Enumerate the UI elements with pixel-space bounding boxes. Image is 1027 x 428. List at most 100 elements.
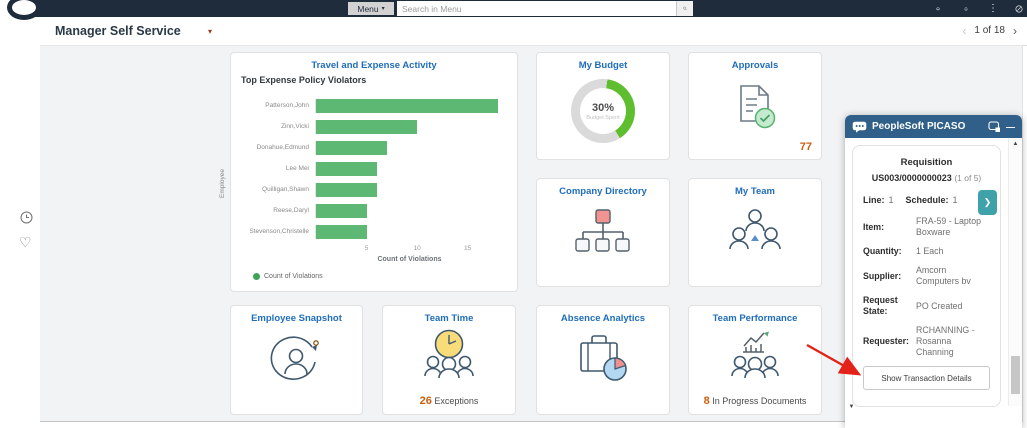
chart-bar[interactable] (316, 203, 367, 218)
page-header: Manager Self Service ▾ ‹ 1 of 18 › (40, 17, 1027, 46)
tile-title: Approvals (731, 60, 779, 71)
tile-my-budget[interactable]: My Budget 30% Budget Spent (536, 52, 670, 160)
chart-bar[interactable] (316, 224, 367, 239)
chart-bar[interactable] (316, 140, 387, 155)
tile-my-team[interactable]: My Team (688, 178, 822, 287)
chart-category-label: Reese,Daryl (273, 207, 309, 214)
tile-employee-snapshot[interactable]: Employee Snapshot (230, 305, 363, 415)
chart-x-tick: 15 (463, 245, 472, 252)
pagination-next-icon[interactable]: › (1013, 23, 1017, 38)
chart-bar-row: Zinn,Vicki (241, 116, 503, 137)
scroll-up-icon[interactable]: ▲ (1009, 141, 1022, 147)
schedule-label: Schedule: (905, 195, 949, 205)
chart-title: Top Expense Policy Violators (241, 75, 367, 85)
tile-title: Team Time (424, 313, 474, 324)
top-navbar: Menu ▾ ⋮ (33, 0, 1027, 17)
field-label: Quantity: (863, 246, 902, 256)
tile-approvals[interactable]: Approvals 77 (688, 52, 822, 160)
chart-plot-area: Patterson,John Zinn,Vicki Donahue,Edmund Le… (241, 95, 503, 242)
chart-bar-row: Donahue,Edmund (241, 137, 503, 158)
notifications-bell-icon[interactable] (958, 1, 974, 16)
menu-button[interactable]: Menu ▾ (348, 2, 394, 15)
tile-title: Company Directory (559, 186, 647, 197)
navbar-compass-icon[interactable] (1009, 1, 1027, 16)
next-requisition-chevron-button[interactable]: ❯ (978, 190, 997, 215)
pagination-prev-icon[interactable]: ‹ (962, 23, 967, 38)
home-icon[interactable] (930, 1, 946, 16)
line-label: Line: (863, 195, 885, 205)
chart-category-label: Donahue,Edmund (256, 144, 309, 151)
line-value: 1 (888, 195, 894, 205)
tile-team-performance[interactable]: Team Performance 8 In Progress Document (688, 305, 822, 415)
picaso-title: PeopleSoft PICASO (872, 121, 966, 132)
document-id-line: US003/0000000023 (1 of 5) (853, 173, 1000, 183)
chart-x-tick: 10 (413, 245, 421, 252)
kebab-glyph: ⋮ (988, 3, 998, 14)
heart-glyph: ♡ (19, 234, 32, 250)
team-time-clock-icon (383, 328, 515, 384)
menu-label: Menu (357, 3, 379, 14)
field-label: Supplier: (863, 270, 902, 281)
field-value: RCHANNING - Rosanna Channing (916, 325, 975, 357)
chart-x-axis-label: Count of Violations (377, 256, 442, 263)
field-value: FRA-59 - Laptop Boxware (916, 216, 982, 237)
more-actions-kebab-icon[interactable]: ⋮ (985, 1, 1001, 16)
field-label: Request State: (863, 295, 898, 316)
minimize-icon[interactable]: — (1006, 122, 1015, 132)
employee-snapshot-icon (231, 334, 362, 390)
field-label: Item: (863, 221, 885, 232)
browser-logo-fragment (7, 0, 41, 20)
show-transaction-details-button[interactable]: Show Transaction Details (863, 366, 990, 390)
scroll-down-icon[interactable]: ▼ (845, 404, 858, 410)
field-value: Amcorn Computers bv (916, 265, 971, 286)
team-time-status: 26 Exceptions (383, 395, 515, 407)
minimize-glyph: — (1006, 121, 1015, 132)
chart-bar[interactable] (316, 119, 418, 134)
chart-bar[interactable] (316, 161, 377, 176)
team-performance-icon (689, 330, 821, 384)
line-schedule-row: Line: 1 Schedule: 1 (863, 195, 966, 205)
tile-title: Employee Snapshot (251, 313, 342, 324)
chart-bar[interactable] (316, 98, 498, 113)
open-in-window-icon[interactable] (988, 120, 1001, 133)
chart-bar-row: Stevenson,Christelle (241, 221, 503, 242)
requisition-id: US003/0000000023 (871, 173, 952, 183)
tile-absence-analytics[interactable]: Absence Analytics (536, 305, 670, 415)
picaso-scrollbar[interactable]: ▲ (1008, 138, 1022, 406)
budget-percent: 30% (591, 101, 615, 114)
exceptions-count: 26 (419, 395, 432, 407)
search-input[interactable] (397, 1, 676, 16)
tile-title: Travel and Expense Activity (311, 60, 437, 71)
tile-title: My Budget (578, 60, 628, 71)
chart-bar-row: Reese,Daryl (241, 200, 503, 221)
approvals-count-badge: 77 (799, 141, 812, 153)
favorites-heart-icon[interactable]: ♡ (13, 233, 38, 252)
search-bar (397, 1, 693, 16)
tile-travel-and-expense-activity[interactable]: Travel and Expense Activity Top Expense … (219, 52, 518, 292)
absence-analytics-icon (537, 334, 669, 384)
donut-center: 30% Budget Spent (580, 88, 626, 134)
tile-company-directory[interactable]: Company Directory (536, 178, 670, 287)
legend-label: Count of Violations (264, 273, 323, 280)
chart-category-label: Lee Mei (285, 165, 309, 172)
document-type: Requisition (900, 157, 953, 168)
budget-caption: Budget Spent (586, 114, 620, 121)
picaso-conversation-area: Requisition US003/0000000023 (1 of 5) Li… (845, 138, 1009, 428)
chart-bar[interactable] (316, 182, 377, 197)
tile-team-time[interactable]: Team Time 26 Exceptions (382, 305, 516, 415)
chart-bar-row: Lee Mei (241, 158, 503, 179)
chat-bubble-icon (852, 121, 867, 133)
chart-x-axis-ticks: 5 10 15 (316, 245, 503, 254)
exceptions-label: Exceptions (434, 396, 479, 406)
recent-history-clock-icon[interactable] (14, 210, 39, 225)
in-progress-label: In Progress Documents (712, 396, 807, 406)
chart-y-axis-label: Employee (218, 169, 226, 198)
scrollbar-thumb[interactable] (1011, 356, 1020, 394)
chevron-right-icon: ❯ (983, 197, 992, 207)
search-button[interactable] (676, 1, 693, 16)
legend-swatch (253, 273, 260, 280)
tile-title: Team Performance (712, 313, 798, 324)
picaso-header: PeopleSoft PICASO — (845, 115, 1022, 138)
chart-category-label: Zinn,Vicki (280, 123, 309, 130)
homepage-selector-arrow-icon[interactable]: ▾ (208, 27, 213, 36)
